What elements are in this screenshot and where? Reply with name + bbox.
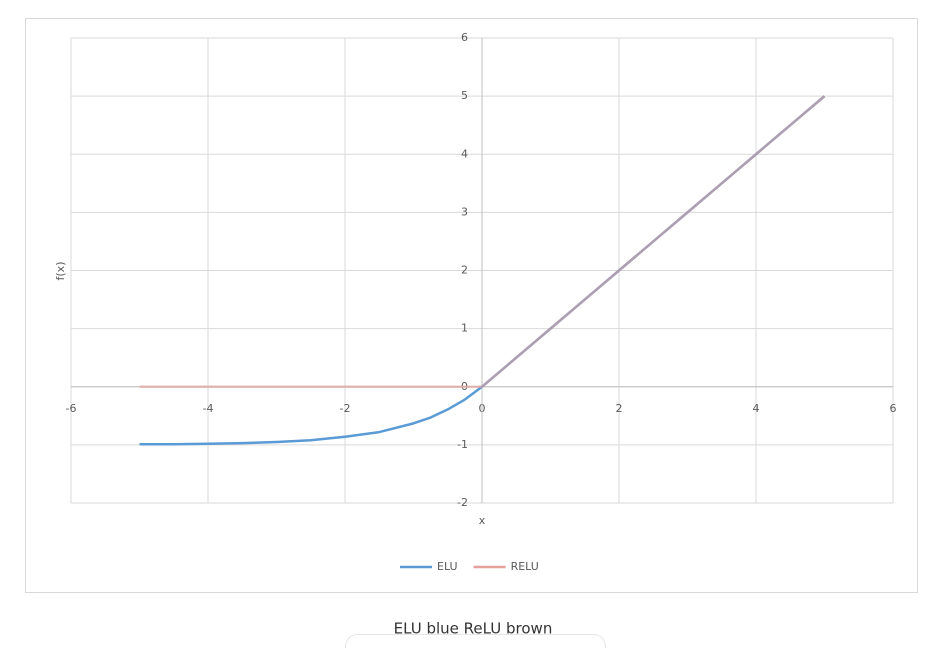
legend-label: RELU	[511, 560, 539, 573]
chart-frame	[25, 18, 918, 593]
y-tick-label: 5	[461, 89, 468, 102]
x-tick-label: -4	[203, 402, 214, 415]
legend-label: ELU	[437, 560, 458, 573]
y-tick-label: 4	[461, 147, 468, 160]
x-axis-label: x	[479, 514, 486, 527]
y-tick-label: -2	[457, 496, 468, 509]
y-tick-label: 2	[461, 264, 468, 277]
y-axis-label: f(x)	[54, 262, 67, 281]
y-tick-label: 3	[461, 205, 468, 218]
x-tick-label: -2	[340, 402, 351, 415]
bottom-panel	[345, 634, 606, 652]
caption: ELU blue ReLU brown	[394, 620, 553, 638]
y-tick-label: 6	[461, 31, 468, 44]
x-tick-label: 2	[616, 402, 623, 415]
y-tick-label: -1	[457, 438, 468, 451]
x-tick-label: 6	[890, 402, 897, 415]
line-series	[139, 95, 826, 388]
x-tick-label: -6	[66, 402, 77, 415]
y-tick-label: 1	[461, 322, 468, 335]
x-tick-label: 4	[753, 402, 760, 415]
